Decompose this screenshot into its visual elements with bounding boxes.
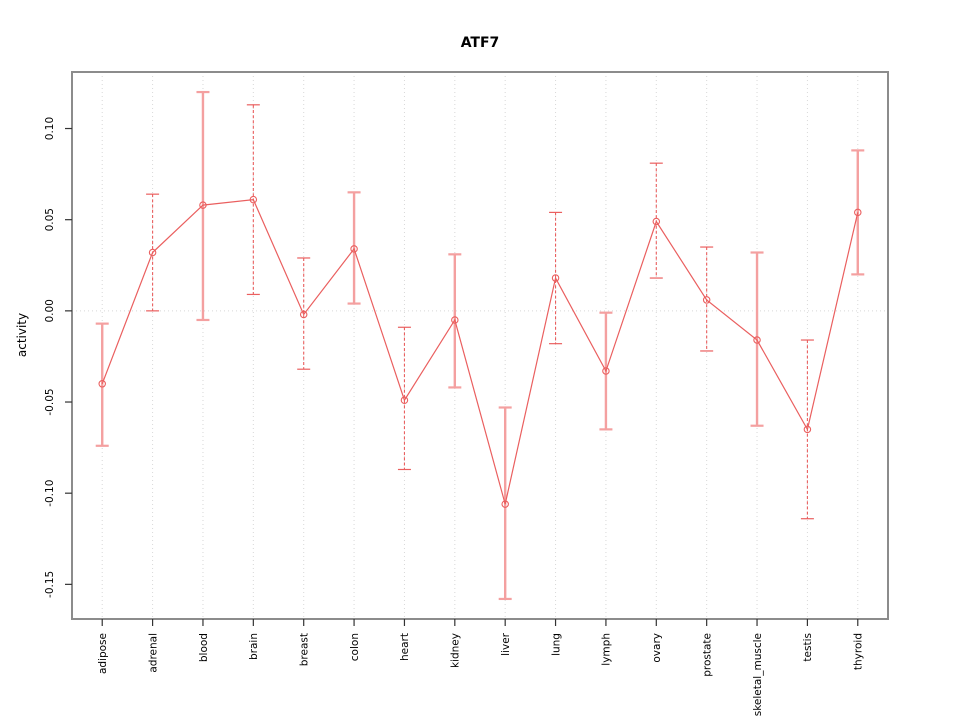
x-tick-label: testis (802, 633, 814, 662)
y-tick-label: -0.10 (44, 480, 56, 507)
x-tick-label: prostate (701, 633, 713, 677)
data-point (551, 274, 560, 282)
y-axis-title: activity (15, 313, 29, 357)
data-point (501, 500, 509, 508)
data-point (199, 201, 207, 209)
chart-title: ATF7 (461, 35, 500, 51)
x-tick-label: lymph (601, 633, 613, 666)
data-point (350, 245, 358, 253)
x-tick-label: breast (299, 633, 311, 666)
y-tick-label: 0.05 (44, 208, 56, 231)
x-tick-label: blood (198, 633, 210, 662)
x-tick-label: heart (399, 633, 411, 661)
x-tick-label: skeletal_muscle (752, 633, 764, 716)
plot-border (71, 71, 889, 620)
error-bar (549, 211, 563, 345)
data-point (451, 316, 459, 324)
y-tick-label: 0.10 (44, 117, 56, 140)
error-bar (297, 257, 311, 370)
data-point (803, 425, 812, 434)
data-point (249, 195, 258, 204)
error-bar (196, 90, 210, 322)
data-point (753, 336, 761, 344)
x-tick-label: adipose (97, 633, 109, 674)
x-tick-label: kidney (450, 633, 462, 668)
data-point (652, 217, 661, 226)
y-tick-label: -0.15 (44, 571, 56, 598)
data-point (148, 248, 157, 257)
data-point (299, 310, 308, 319)
x-tick-label: ovary (651, 633, 663, 663)
y-tick-label: 0.00 (44, 299, 56, 322)
series-line (101, 198, 859, 505)
x-tick-label: thyroid (853, 633, 865, 670)
data-point (854, 208, 862, 217)
y-tick-label: -0.05 (44, 388, 56, 415)
x-tick-label: adrenal (147, 633, 159, 673)
error-bar (95, 322, 109, 447)
plot-area: 0.10 0.05 0.00 -0.05 -0.10 -0.15 adipose adrena… (44, 71, 889, 716)
x-tick-label: liver (500, 632, 512, 656)
error-bar (397, 326, 411, 471)
error-bar (700, 246, 714, 352)
data-point (702, 296, 711, 304)
x-tick-label: lung (550, 633, 562, 656)
error-bar (750, 251, 764, 427)
x-tick-label: colon (349, 633, 361, 661)
x-tick-label: brain (248, 633, 260, 660)
data-point (98, 380, 106, 388)
data-point (602, 367, 610, 375)
data-point (400, 396, 409, 404)
